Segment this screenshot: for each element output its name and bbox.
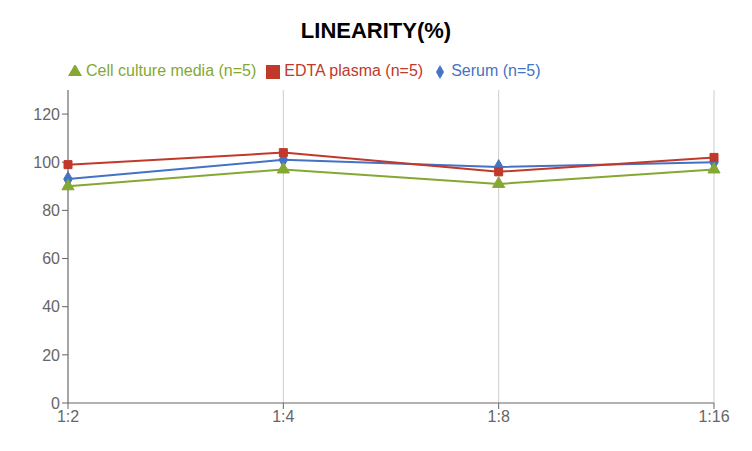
svg-text:1:16: 1:16: [698, 408, 729, 425]
html-text:LINEARITY(%): LINEARITY(%): [300, 18, 452, 43]
svg-text:20: 20: [42, 347, 60, 364]
svg-text:120: 120: [33, 106, 60, 123]
svg-text:60: 60: [42, 250, 60, 267]
html-text:Cell culture media (n=5): Cell culture media (n=5): [86, 62, 257, 79]
svg-text:80: 80: [42, 202, 60, 219]
svg-text:0: 0: [51, 395, 60, 412]
svg-text:1:4: 1:4: [272, 408, 294, 425]
svg-text:40: 40: [42, 298, 60, 315]
html-text:EDTA plasma (n=5): EDTA plasma (n=5): [284, 62, 424, 79]
svg-text:1:2: 1:2: [57, 408, 79, 425]
svg-text:1:8: 1:8: [488, 408, 510, 425]
html-text:Serum (n=5): Serum (n=5): [451, 62, 541, 79]
svg-text:100: 100: [33, 154, 60, 171]
